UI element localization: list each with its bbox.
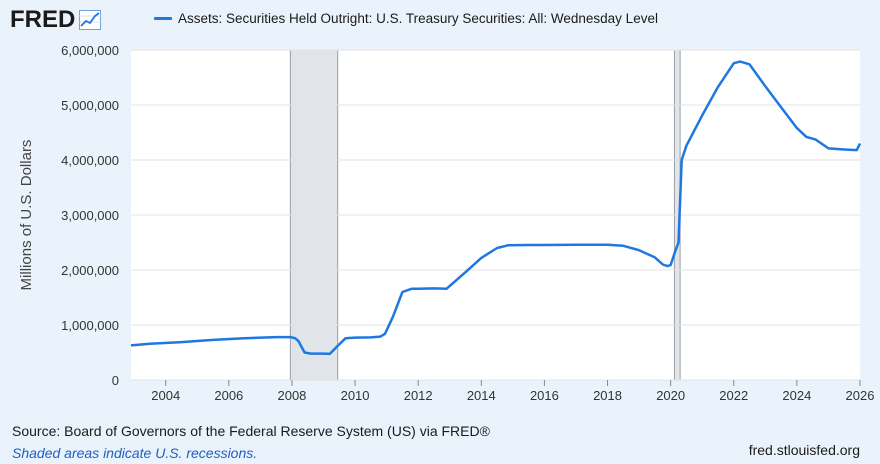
- y-axis-label: Millions of U.S. Dollars: [18, 140, 35, 291]
- x-tick-label: 2018: [593, 388, 622, 403]
- x-tick-label: 2016: [530, 388, 559, 403]
- y-tick-label: 2,000,000: [61, 263, 119, 278]
- y-tick-label: 3,000,000: [61, 208, 119, 223]
- logo-text: FRED: [10, 6, 76, 33]
- chart-header: FRED Assets: Securities Held Outright: U…: [10, 6, 870, 34]
- x-tick-label: 2012: [404, 388, 433, 403]
- y-tick-label: 1,000,000: [61, 318, 119, 333]
- x-tick-label: 2010: [341, 388, 370, 403]
- y-tick-label: 4,000,000: [61, 153, 119, 168]
- x-tick-label: 2026: [846, 388, 875, 403]
- x-tick-label: 2022: [719, 388, 748, 403]
- legend-series-label: Assets: Securities Held Outright: U.S. T…: [178, 11, 658, 26]
- x-tick-label: 2004: [151, 388, 180, 403]
- fred-logo[interactable]: FRED: [10, 6, 102, 34]
- trend-line-icon: [79, 10, 102, 30]
- x-tick-label: 2008: [277, 388, 306, 403]
- chart-footer: Source: Board of Governors of the Federa…: [12, 420, 490, 464]
- y-tick-label: 0: [112, 373, 119, 388]
- y-tick-label: 6,000,000: [61, 43, 119, 58]
- recession-note: Shaded areas indicate U.S. recessions.: [12, 445, 258, 461]
- x-tick-label: 2024: [782, 388, 811, 403]
- source-note: Source: Board of Governors of the Federa…: [12, 423, 490, 439]
- site-url[interactable]: fred.stlouisfed.org: [748, 442, 860, 458]
- chart-legend: Assets: Securities Held Outright: U.S. T…: [154, 11, 658, 26]
- series-line: [130, 60, 862, 356]
- y-tick-label: 5,000,000: [61, 98, 119, 113]
- x-tick-label: 2020: [656, 388, 685, 403]
- x-tick-label: 2006: [214, 388, 243, 403]
- x-tick-label: 2014: [467, 388, 496, 403]
- legend-swatch: [154, 17, 172, 20]
